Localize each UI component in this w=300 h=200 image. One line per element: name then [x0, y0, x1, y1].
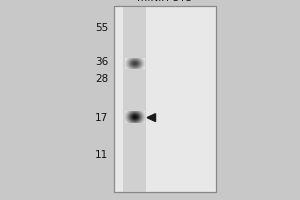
Bar	[123, 6, 146, 192]
Text: 28: 28	[95, 74, 108, 84]
Bar	[114, 6, 216, 192]
Text: 55: 55	[95, 23, 108, 33]
Bar	[114, 6, 216, 192]
Polygon shape	[147, 114, 155, 122]
Text: m.NIH-3T3: m.NIH-3T3	[137, 0, 193, 3]
Text: 17: 17	[95, 113, 108, 123]
Text: 11: 11	[95, 150, 108, 160]
Text: 36: 36	[95, 57, 108, 67]
